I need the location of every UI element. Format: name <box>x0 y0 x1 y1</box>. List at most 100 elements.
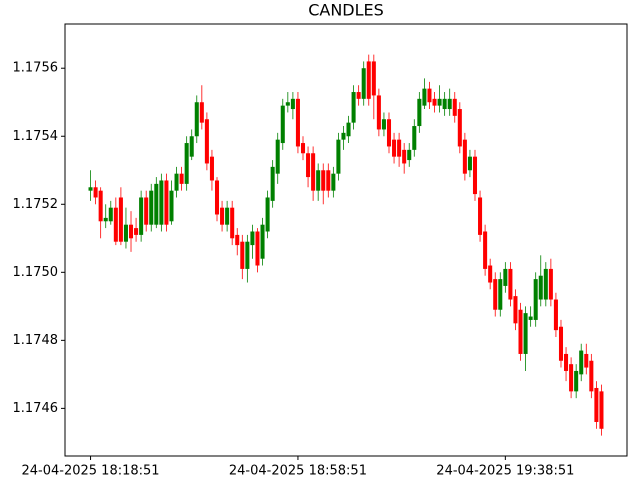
candle-body <box>523 313 528 354</box>
candle-body <box>452 98 457 116</box>
candle-body <box>407 149 412 161</box>
candle-body <box>220 207 225 225</box>
candle-body <box>553 299 558 331</box>
candle-body <box>422 88 427 106</box>
candle-body <box>326 170 331 191</box>
candle-body <box>209 156 214 181</box>
candle-body <box>498 279 503 310</box>
y-tick-label: 1.1746 <box>13 401 59 416</box>
candle-body <box>169 190 174 222</box>
candle-body <box>386 119 392 147</box>
candle-body <box>139 197 144 235</box>
candle-body <box>321 170 326 191</box>
candle-body <box>316 170 321 191</box>
candle-body <box>599 391 604 429</box>
candle-body <box>230 207 235 239</box>
candle-body <box>594 387 599 422</box>
candle-body <box>483 231 488 269</box>
candle-body <box>306 153 311 178</box>
candle-body <box>558 326 564 361</box>
candle-body <box>108 207 113 222</box>
candle-body <box>462 139 467 174</box>
candle-body <box>174 173 179 191</box>
candle-body <box>508 268 513 300</box>
candle-body <box>235 234 240 246</box>
candle-body <box>417 98 422 127</box>
candle-body <box>134 228 139 235</box>
candle-body <box>225 207 230 225</box>
candle-body <box>538 275 543 300</box>
candle-body <box>472 156 478 195</box>
candle-body <box>543 268 548 300</box>
candle-body <box>98 190 103 222</box>
candle-body <box>513 296 518 324</box>
candle-body <box>331 173 336 191</box>
plot-frame <box>64 23 628 457</box>
candle-body <box>179 173 184 184</box>
y-tick-label: 1.1750 <box>13 265 59 280</box>
candle-body <box>579 350 584 375</box>
candle-body <box>204 119 209 164</box>
candle-body <box>351 92 356 123</box>
candle-body <box>574 370 579 392</box>
candle-body <box>118 197 123 242</box>
candle-body <box>311 153 316 191</box>
y-tick-label: 1.1752 <box>13 197 59 212</box>
candle-body <box>427 88 432 103</box>
candle-body <box>548 268 553 300</box>
candle-body <box>457 109 462 147</box>
candle-body <box>270 166 275 201</box>
x-tick-label: 24-04-2025 19:38:51 <box>436 464 574 479</box>
candle-body <box>533 279 538 320</box>
candle-body <box>280 105 285 144</box>
y-tick-label: 1.1754 <box>13 129 59 144</box>
candle-body <box>346 122 351 137</box>
candle-body <box>184 143 189 184</box>
candle-body <box>250 231 255 246</box>
candle-body <box>194 102 199 137</box>
candle-body <box>245 241 250 269</box>
candle-body <box>503 268 508 286</box>
candle-body <box>371 61 376 96</box>
candle-body <box>199 102 204 123</box>
candle-body <box>214 180 220 215</box>
candle-body <box>392 139 397 157</box>
candle-body <box>149 190 154 225</box>
candle-body <box>493 279 498 310</box>
candle-body <box>103 217 108 222</box>
candle-body <box>275 139 280 174</box>
candle-body <box>159 180 164 225</box>
candle-body <box>361 68 366 99</box>
candle-body <box>381 119 386 130</box>
candle-body <box>341 132 346 140</box>
candle-body <box>189 136 194 157</box>
candle-body <box>113 207 118 242</box>
candle-body <box>356 92 361 99</box>
candle-body <box>128 224 134 239</box>
candle-body <box>93 187 98 198</box>
y-tick-label: 1.1748 <box>13 333 59 348</box>
candle-body <box>265 197 270 232</box>
x-tick-label: 24-04-2025 18:58:51 <box>229 464 367 479</box>
y-tick-label: 1.1756 <box>13 61 59 76</box>
candle-body <box>123 224 128 242</box>
candle-body <box>397 139 402 157</box>
candle-body <box>255 231 260 266</box>
candle-body <box>290 98 295 110</box>
candle-body <box>432 98 437 106</box>
chart-title: CANDLES <box>308 1 384 20</box>
candle-body <box>336 139 341 174</box>
candle-body <box>164 180 169 225</box>
candle-body <box>478 197 483 235</box>
candle-body <box>488 265 493 283</box>
candle-body <box>467 156 472 171</box>
candle-body <box>412 126 417 150</box>
candle-body <box>240 241 245 269</box>
candle-body <box>144 197 149 225</box>
candle-body <box>589 360 594 392</box>
candle-body <box>402 149 407 164</box>
candle-body <box>564 353 569 371</box>
candle-body <box>285 102 290 106</box>
